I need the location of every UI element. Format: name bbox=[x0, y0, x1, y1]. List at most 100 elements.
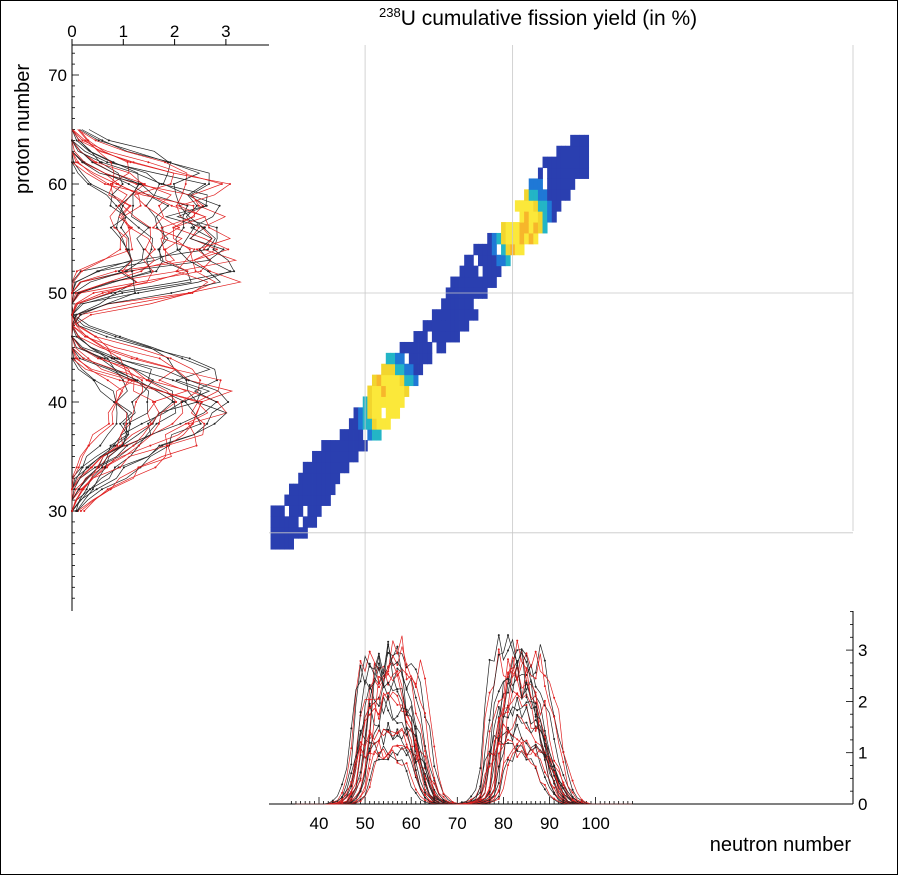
neutron-series-point bbox=[553, 771, 556, 774]
neutron-series-point bbox=[442, 792, 445, 795]
heatmap-cell bbox=[565, 178, 571, 190]
proton-series-point bbox=[227, 248, 230, 251]
heatmap-cell bbox=[450, 320, 456, 332]
neutron-series-point bbox=[424, 794, 427, 797]
neutron-series-point bbox=[507, 758, 510, 761]
heatmap-cell bbox=[344, 461, 350, 474]
proton-series-point bbox=[135, 401, 138, 403]
proton-series-point bbox=[172, 226, 175, 229]
heatmap-cell bbox=[537, 222, 543, 234]
heatmap-cell bbox=[537, 211, 543, 223]
neutron-series-point bbox=[571, 791, 574, 794]
proton-series-point bbox=[114, 335, 117, 338]
heatmap-cell bbox=[524, 189, 530, 201]
heatmap-cell bbox=[445, 320, 451, 332]
neutron-series-point bbox=[507, 691, 510, 694]
neutron-series-point bbox=[414, 735, 417, 738]
left-tick-label: 50 bbox=[48, 284, 67, 303]
neutron-series-point bbox=[368, 758, 371, 761]
proton-series-point bbox=[188, 357, 191, 360]
proton-series-point bbox=[227, 401, 230, 403]
neutron-series-point bbox=[405, 688, 408, 691]
heatmap-cell bbox=[302, 516, 308, 528]
proton-series-point bbox=[191, 422, 194, 425]
heatmap-cell bbox=[348, 418, 354, 430]
neutron-series-point bbox=[368, 778, 371, 781]
neutron-series-point bbox=[405, 713, 408, 716]
neutron-series-point bbox=[424, 712, 427, 715]
neutron-series-point bbox=[562, 751, 565, 754]
proton-series-point bbox=[112, 161, 115, 164]
heatmap-cell bbox=[464, 276, 470, 288]
neutron-series-point bbox=[516, 649, 519, 652]
proton-series-point bbox=[91, 161, 94, 164]
proton-series-point bbox=[74, 357, 77, 360]
proton-series-point bbox=[78, 139, 81, 142]
proton-series-point bbox=[86, 139, 89, 142]
heatmap-cell bbox=[371, 374, 377, 387]
neutron-series-point bbox=[377, 686, 380, 689]
heatmap-cell bbox=[367, 418, 373, 430]
proton-series-point bbox=[139, 183, 142, 185]
proton-series-point bbox=[130, 357, 133, 360]
neutron-series-point bbox=[387, 758, 390, 761]
neutron-series-line bbox=[295, 635, 633, 805]
heatmap-cell bbox=[298, 472, 304, 485]
neutron-series-point bbox=[359, 711, 362, 714]
neutron-series-point bbox=[377, 758, 380, 761]
heatmap-cell bbox=[450, 276, 456, 288]
neutron-series-point bbox=[562, 795, 565, 798]
neutron-series-point bbox=[359, 795, 362, 798]
heatmap-cell bbox=[551, 178, 557, 190]
heatmap-cell bbox=[339, 461, 345, 474]
neutron-series-point bbox=[396, 690, 399, 693]
heatmap-cell bbox=[325, 461, 331, 474]
neutron-series-point bbox=[377, 704, 380, 707]
neutron-series-point bbox=[534, 702, 537, 705]
proton-series-point bbox=[115, 226, 118, 229]
proton-series-point bbox=[75, 466, 78, 469]
neutron-series-point bbox=[516, 743, 519, 746]
proton-series-point bbox=[137, 292, 140, 294]
proton-series-point bbox=[88, 488, 91, 491]
heatmap-cell bbox=[468, 276, 474, 288]
proton-series-point bbox=[206, 248, 209, 251]
proton-series-point bbox=[151, 379, 154, 382]
heatmap-cell bbox=[491, 243, 497, 256]
neutron-series-point bbox=[534, 691, 537, 694]
neutron-series-point bbox=[516, 749, 519, 752]
heatmap-cell bbox=[445, 309, 451, 321]
neutron-series-point bbox=[497, 782, 500, 785]
heatmap-cell bbox=[330, 472, 336, 485]
heatmap-cell bbox=[395, 363, 401, 376]
neutron-series-point bbox=[507, 726, 510, 729]
neutron-series-point bbox=[507, 729, 510, 732]
neutron-series-point bbox=[377, 755, 380, 758]
proton-series-line bbox=[71, 129, 216, 511]
proton-series-point bbox=[148, 379, 151, 382]
proton-series-point bbox=[163, 248, 166, 251]
neutron-series-point bbox=[562, 792, 565, 795]
neutron-series-point bbox=[534, 729, 537, 732]
neutron-series-point bbox=[516, 713, 519, 716]
heatmap-cell bbox=[547, 178, 553, 190]
proton-series-point bbox=[150, 422, 153, 425]
proton-series-point bbox=[215, 401, 218, 403]
proton-series-point bbox=[72, 357, 75, 360]
neutron-series-point bbox=[543, 758, 546, 761]
proton-series-point bbox=[103, 183, 106, 185]
proton-series-point bbox=[132, 204, 135, 207]
heatmap-cell bbox=[422, 320, 428, 332]
heatmap-cell bbox=[316, 505, 322, 517]
heatmap-cell bbox=[514, 222, 520, 234]
proton-series-point bbox=[99, 444, 102, 447]
heatmap-cell bbox=[335, 461, 341, 474]
heatmap-cell bbox=[560, 189, 566, 201]
neutron-series-point bbox=[534, 705, 537, 708]
proton-series-point bbox=[175, 270, 178, 273]
heatmap-cell bbox=[307, 516, 313, 528]
heatmap-cell bbox=[560, 167, 566, 179]
heatmap-cell bbox=[371, 396, 377, 408]
heatmap-cell bbox=[441, 341, 447, 354]
neutron-series-point bbox=[562, 787, 565, 790]
